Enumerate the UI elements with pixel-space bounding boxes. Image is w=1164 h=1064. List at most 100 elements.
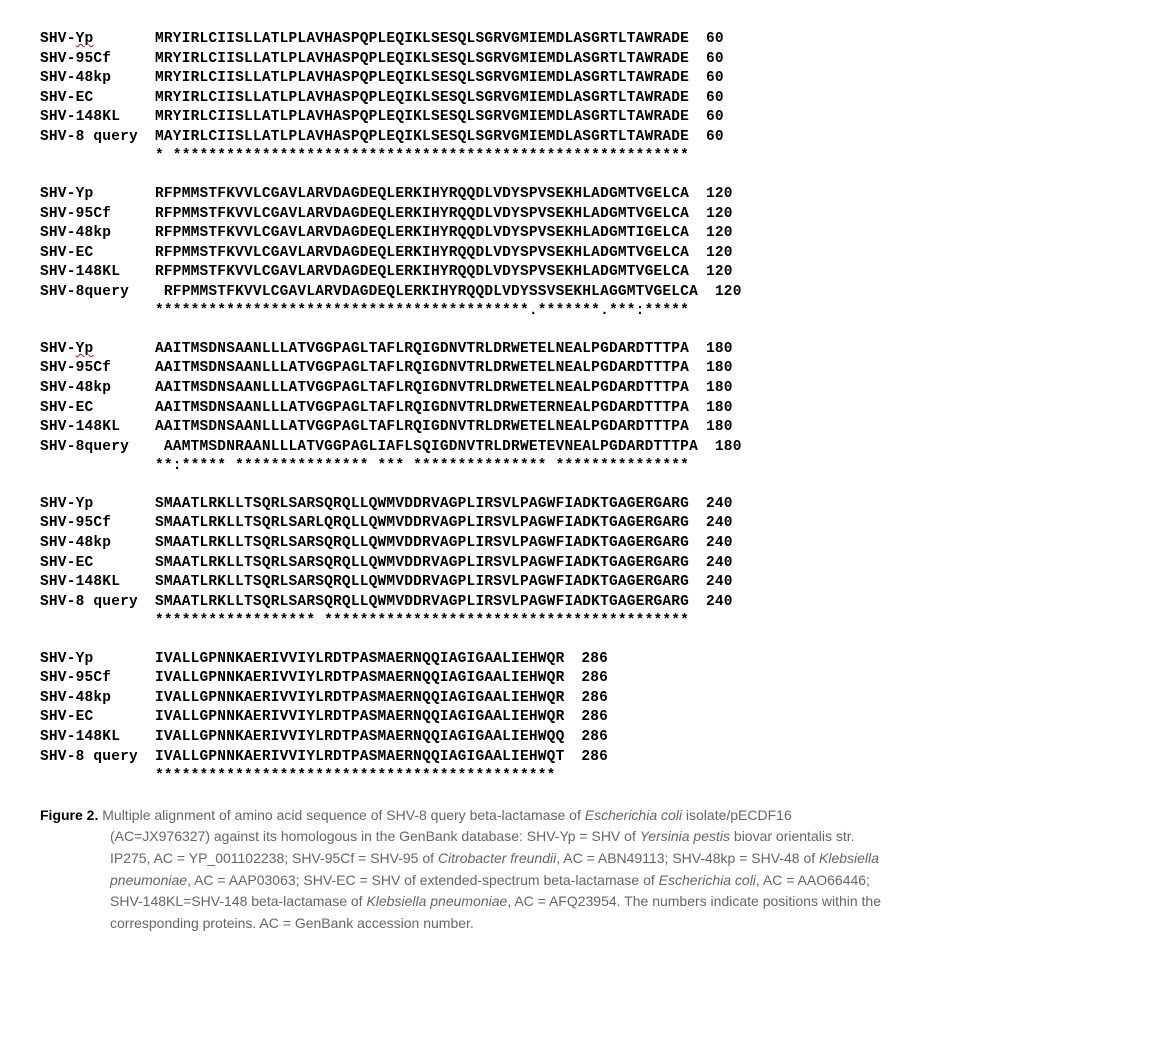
sequence-label: SHV-Yp <box>40 185 155 205</box>
sequence-position: 240 <box>689 534 733 554</box>
sequence-residues: IVALLGPNNKAERIVVIYLRDTPASMAERNQQIAGIGAAL… <box>155 669 564 689</box>
sequence-position: 60 <box>689 69 724 89</box>
sequence-residues: RFPMMSTFKVVLCGAVLARVDAGDEQLERKIHYRQQDLVD… <box>155 205 689 225</box>
sequence-label: SHV-148KL <box>40 108 155 128</box>
sequence-position: 180 <box>689 379 733 399</box>
consensus-symbols: ****************************************… <box>155 302 689 322</box>
sequence-position: 60 <box>689 89 724 109</box>
sequence-position: 286 <box>564 728 608 748</box>
sequence-label: SHV-Yp <box>40 495 155 515</box>
sequence-residues: SMAATLRKLLTSQRLSARSQRQLLQWMVDDRVAGPLIRSV… <box>155 573 689 593</box>
alignment-row: SHV-YpMRYIRLCIISLLATLPLAVHASPQPLEQIKLSES… <box>40 30 1124 50</box>
sequence-residues: AAITMSDNSAANLLLATVGGPAGLTAFLRQIGDNVTRLDR… <box>155 379 689 399</box>
sequence-position: 240 <box>689 554 733 574</box>
caption-text: Multiple alignment of amino acid sequenc… <box>98 807 584 823</box>
sequence-label: SHV-95Cf <box>40 669 155 689</box>
consensus-label <box>40 302 155 322</box>
sequence-label: SHV-Yp <box>40 340 155 360</box>
sequence-position: 286 <box>564 748 608 768</box>
sequence-label: SHV-EC <box>40 708 155 728</box>
alignment-row: SHV-8 queryIVALLGPNNKAERIVVIYLRDTPASMAER… <box>40 748 1124 768</box>
consensus-row: **:***** *************** *** ***********… <box>40 457 1124 477</box>
caption-species: Escherichia coli <box>585 807 682 823</box>
sequence-residues: AAITMSDNSAANLLLATVGGPAGLTAFLRQIGDNVTRLDR… <box>155 340 689 360</box>
alignment-row: SHV-95CfRFPMMSTFKVVLCGAVLARVDAGDEQLERKIH… <box>40 205 1124 225</box>
sequence-label: SHV-Yp <box>40 30 155 50</box>
consensus-row: ****************************************… <box>40 302 1124 322</box>
sequence-residues: SMAATLRKLLTSQRLSARSQRQLLQWMVDDRVAGPLIRSV… <box>155 554 689 574</box>
sequence-position: 286 <box>564 708 608 728</box>
alignment-row: SHV-148KLAAITMSDNSAANLLLATVGGPAGLTAFLRQI… <box>40 418 1124 438</box>
alignment-row: SHV-48kpIVALLGPNNKAERIVVIYLRDTPASMAERNQQ… <box>40 689 1124 709</box>
sequence-label: SHV-EC <box>40 244 155 264</box>
sequence-position: 60 <box>689 50 724 70</box>
sequence-label: SHV-148KL <box>40 263 155 283</box>
sequence-position: 120 <box>689 185 733 205</box>
sequence-label: SHV-95Cf <box>40 514 155 534</box>
sequence-position: 60 <box>689 108 724 128</box>
caption-text: (AC=JX976327) against its homologous in … <box>110 828 640 844</box>
sequence-position: 60 <box>689 128 724 148</box>
sequence-position: 240 <box>689 495 733 515</box>
caption-species: Citrobacter freundii <box>438 850 556 866</box>
sequence-label: SHV-48kp <box>40 69 155 89</box>
consensus-label <box>40 147 155 167</box>
figure-caption: Figure 2. Multiple alignment of amino ac… <box>40 805 1060 935</box>
consensus-symbols: **:***** *************** *** ***********… <box>155 457 689 477</box>
sequence-label: SHV-Yp <box>40 650 155 670</box>
sequence-position: 120 <box>689 263 733 283</box>
caption-species: Klebsiella <box>819 850 879 866</box>
alignment-row: SHV-95CfIVALLGPNNKAERIVVIYLRDTPASMAERNQQ… <box>40 669 1124 689</box>
alignment-row: SHV-ECAAITMSDNSAANLLLATVGGPAGLTAFLRQIGDN… <box>40 399 1124 419</box>
sequence-alignment: SHV-YpMRYIRLCIISLLATLPLAVHASPQPLEQIKLSES… <box>40 30 1124 787</box>
sequence-residues: MRYIRLCIISLLATLPLAVHASPQPLEQIKLSESQLSGRV… <box>155 69 689 89</box>
alignment-row: SHV-ECIVALLGPNNKAERIVVIYLRDTPASMAERNQQIA… <box>40 708 1124 728</box>
sequence-residues: IVALLGPNNKAERIVVIYLRDTPASMAERNQQIAGIGAAL… <box>155 728 564 748</box>
sequence-residues: IVALLGPNNKAERIVVIYLRDTPASMAERNQQIAGIGAAL… <box>155 689 564 709</box>
sequence-position: 180 <box>689 359 733 379</box>
sequence-residues: RFPMMSTFKVVLCGAVLARVDAGDEQLERKIHYRQQDLVD… <box>155 185 689 205</box>
alignment-row: SHV-8query AAMTMSDNRAANLLLATVGGPAGLIAFLS… <box>40 438 1124 458</box>
consensus-symbols: ****************************************… <box>155 767 556 787</box>
alignment-block: SHV-YpRFPMMSTFKVVLCGAVLARVDAGDEQLERKIHYR… <box>40 185 1124 322</box>
alignment-row: SHV-148KLIVALLGPNNKAERIVVIYLRDTPASMAERNQ… <box>40 728 1124 748</box>
sequence-residues: AAMTMSDNRAANLLLATVGGPAGLIAFLSQIGDNVTRLDR… <box>155 438 698 458</box>
consensus-row: ****************************************… <box>40 767 1124 787</box>
sequence-residues: RFPMMSTFKVVLCGAVLARVDAGDEQLERKIHYRQQDLVD… <box>155 263 689 283</box>
consensus-label <box>40 457 155 477</box>
sequence-label: SHV-95Cf <box>40 50 155 70</box>
caption-species: pneumoniae <box>110 872 187 888</box>
caption-text: , AC = ABN49113; SHV-48kp = SHV-48 of <box>556 850 819 866</box>
sequence-position: 120 <box>689 205 733 225</box>
sequence-label: SHV-148KL <box>40 573 155 593</box>
sequence-position: 286 <box>564 689 608 709</box>
sequence-position: 286 <box>564 650 608 670</box>
alignment-row: SHV-95CfSMAATLRKLLTSQRLSARLQRQLLQWMVDDRV… <box>40 514 1124 534</box>
sequence-position: 286 <box>564 669 608 689</box>
sequence-residues: RFPMMSTFKVVLCGAVLARVDAGDEQLERKIHYRQQDLVD… <box>155 224 689 244</box>
sequence-residues: IVALLGPNNKAERIVVIYLRDTPASMAERNQQIAGIGAAL… <box>155 708 564 728</box>
sequence-residues: IVALLGPNNKAERIVVIYLRDTPASMAERNQQIAGIGAAL… <box>155 748 564 768</box>
sequence-label: SHV-8query <box>40 283 155 303</box>
consensus-label <box>40 767 155 787</box>
sequence-position: 120 <box>689 224 733 244</box>
alignment-row: SHV-48kpRFPMMSTFKVVLCGAVLARVDAGDEQLERKIH… <box>40 224 1124 244</box>
sequence-residues: RFPMMSTFKVVLCGAVLARVDAGDEQLERKIHYRQQDLVD… <box>155 283 698 303</box>
alignment-row: SHV-YpAAITMSDNSAANLLLATVGGPAGLTAFLRQIGDN… <box>40 340 1124 360</box>
alignment-row: SHV-ECSMAATLRKLLTSQRLSARSQRQLLQWMVDDRVAG… <box>40 554 1124 574</box>
consensus-row: ****************** *********************… <box>40 612 1124 632</box>
sequence-label: SHV-48kp <box>40 689 155 709</box>
sequence-residues: MRYIRLCIISLLATLPLAVHASPQPLEQIKLSESQLSGRV… <box>155 30 689 50</box>
sequence-residues: IVALLGPNNKAERIVVIYLRDTPASMAERNQQIAGIGAAL… <box>155 650 564 670</box>
alignment-row: SHV-8query RFPMMSTFKVVLCGAVLARVDAGDEQLER… <box>40 283 1124 303</box>
sequence-residues: SMAATLRKLLTSQRLSARSQRQLLQWMVDDRVAGPLIRSV… <box>155 593 689 613</box>
alignment-row: SHV-ECMRYIRLCIISLLATLPLAVHASPQPLEQIKLSES… <box>40 89 1124 109</box>
caption-text: corresponding proteins. AC = GenBank acc… <box>110 915 474 931</box>
alignment-block: SHV-YpIVALLGPNNKAERIVVIYLRDTPASMAERNQQIA… <box>40 650 1124 787</box>
caption-text: biovar orientalis str. <box>730 828 855 844</box>
sequence-label: SHV-EC <box>40 399 155 419</box>
sequence-position: 180 <box>689 340 733 360</box>
alignment-row: SHV-YpSMAATLRKLLTSQRLSARSQRQLLQWMVDDRVAG… <box>40 495 1124 515</box>
sequence-label: SHV-8 query <box>40 748 155 768</box>
sequence-label: SHV-148KL <box>40 418 155 438</box>
